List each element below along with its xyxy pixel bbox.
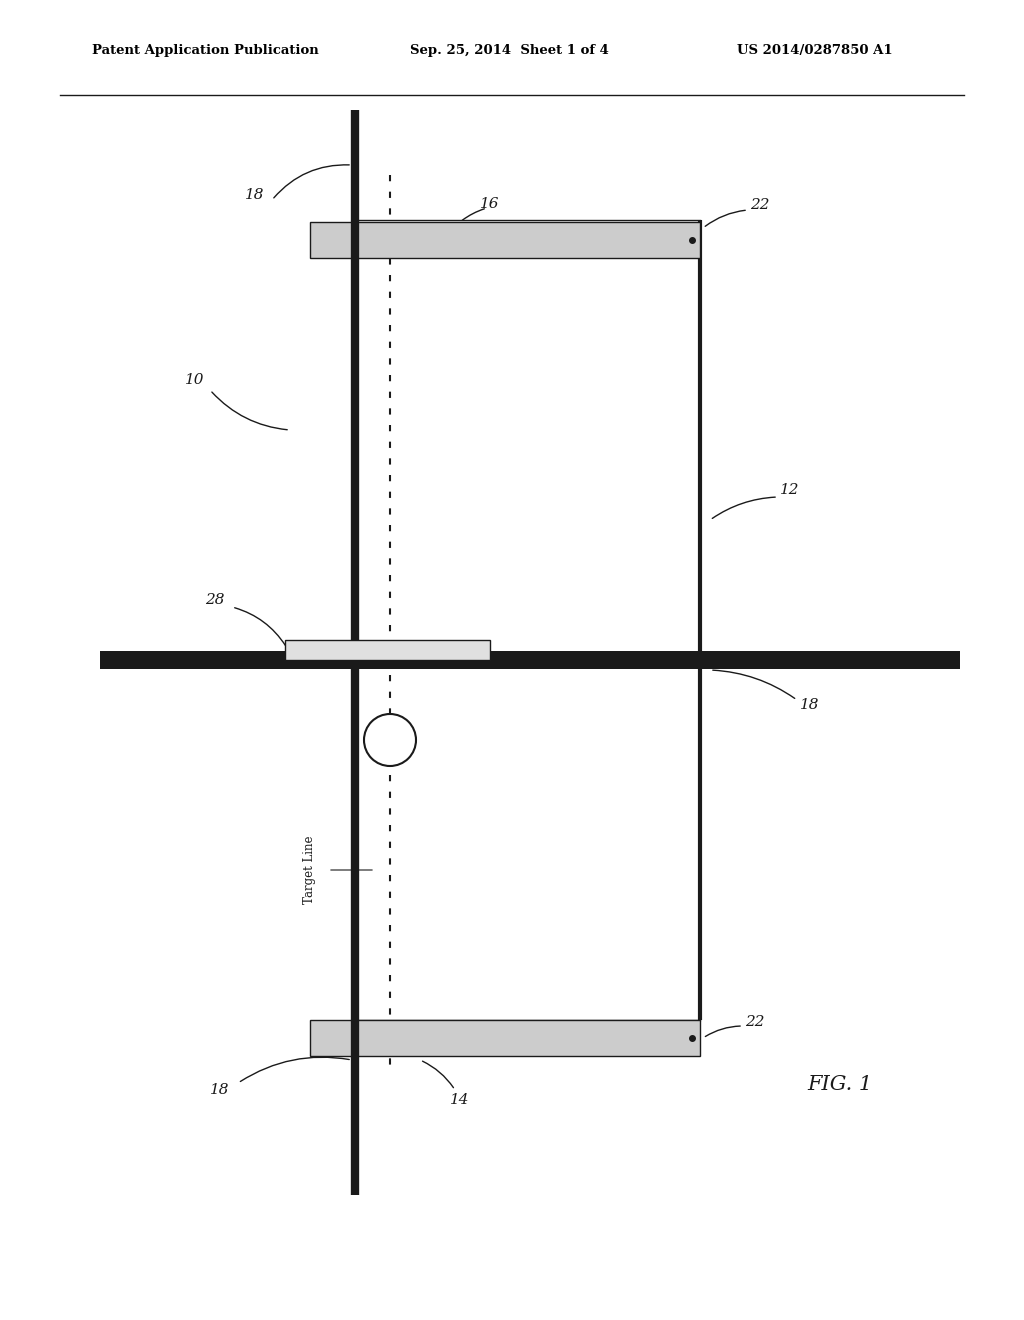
Text: 18: 18	[800, 698, 820, 711]
Text: 18: 18	[210, 1082, 229, 1097]
Bar	[310, 222, 700, 257]
Text: 16: 16	[480, 197, 500, 211]
Bar	[285, 640, 490, 660]
Text: Target Line: Target Line	[303, 836, 316, 904]
Text: 22: 22	[751, 198, 770, 213]
Text: 22: 22	[745, 1015, 765, 1030]
Text: Sep. 25, 2014  Sheet 1 of 4: Sep. 25, 2014 Sheet 1 of 4	[410, 44, 608, 57]
Text: 28: 28	[205, 593, 224, 607]
Text: 10: 10	[185, 374, 205, 387]
Text: 18: 18	[246, 187, 265, 202]
Bar	[310, 1020, 700, 1056]
Text: FIG. 1: FIG. 1	[808, 1076, 872, 1094]
Circle shape	[364, 714, 416, 766]
Text: Patent Application Publication: Patent Application Publication	[92, 44, 318, 57]
Bar	[100, 651, 961, 669]
Text: 14: 14	[451, 1093, 470, 1107]
Text: US 2014/0287850 A1: US 2014/0287850 A1	[737, 44, 893, 57]
Text: 12: 12	[780, 483, 800, 498]
